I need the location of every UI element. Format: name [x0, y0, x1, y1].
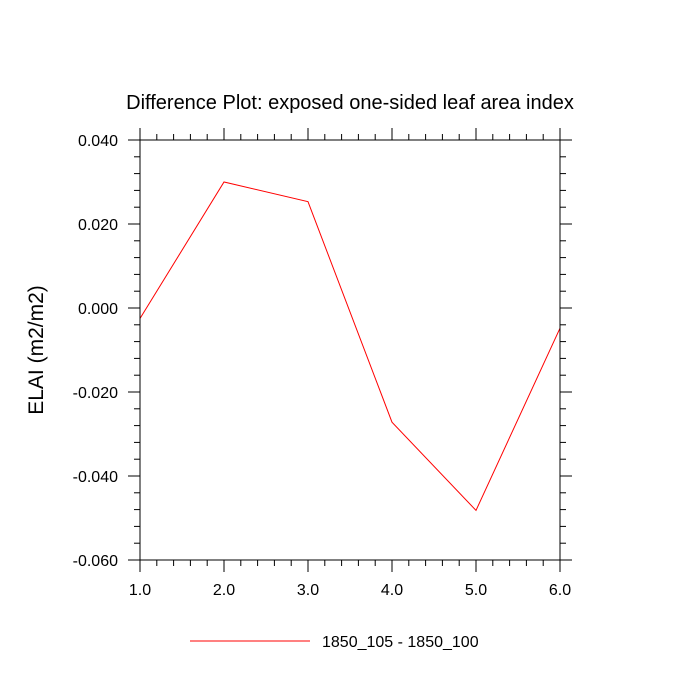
series-line-0: [139, 181, 561, 512]
tick-labels: 1.0 2.0 3.0 4.0 5.0 6.0 -0.060 -0.040 -0.020 0.00…: [73, 133, 572, 599]
x-tick-label: 6.0: [549, 582, 571, 599]
series-layer: [139, 181, 561, 512]
y-axis-label: ELAI (m2/m2): [25, 285, 48, 415]
y-tick-label: -0.040: [73, 469, 118, 486]
axis-ticks: [128, 128, 572, 572]
x-tick-label: 3.0: [297, 582, 319, 599]
x-tick-label: 5.0: [465, 582, 487, 599]
y-tick-label: -0.060: [73, 553, 118, 570]
x-tick-label: 1.0: [129, 582, 151, 599]
legend-label: 1850_105 - 1850_100: [322, 634, 479, 651]
chart-title: Difference Plot: exposed one-sided leaf …: [126, 92, 574, 114]
x-tick-label: 4.0: [381, 582, 403, 599]
y-tick-label: -0.020: [73, 385, 118, 402]
plot-frame: [139, 139, 561, 561]
y-tick-label: 0.040: [78, 133, 118, 150]
legend: 1850_105 - 1850_100: [190, 634, 479, 651]
y-tick-label: 0.000: [78, 301, 118, 318]
y-tick-label: 0.020: [78, 217, 118, 234]
x-tick-label: 2.0: [213, 582, 235, 599]
